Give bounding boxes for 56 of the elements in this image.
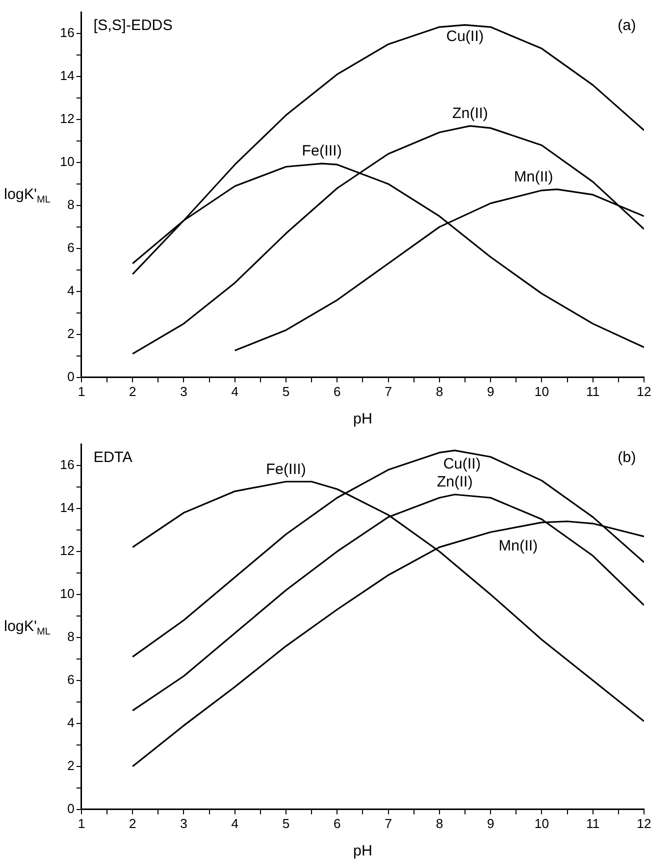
x-tick-label: 2 <box>128 384 136 399</box>
x-tick-label: 3 <box>180 816 188 831</box>
x-axis-title: pH <box>353 410 372 428</box>
series-label: Cu(II) <box>446 28 484 46</box>
chart-title: EDTA <box>93 449 132 466</box>
x-tick-label: 6 <box>334 384 341 399</box>
x-tick-label: 1 <box>78 384 86 399</box>
chart-title: [S,S]-EDDS <box>93 17 173 34</box>
series-label: Zn(II) <box>436 474 473 491</box>
x-tick-label: 5 <box>282 816 290 831</box>
x-tick-label: 9 <box>486 816 494 831</box>
series-label: Fe(III) <box>302 142 342 160</box>
x-tick-label: 4 <box>231 384 238 399</box>
y-tick-label: 4 <box>67 715 74 730</box>
x-tick-label: 7 <box>384 384 392 399</box>
x-tick-label: 6 <box>334 816 341 831</box>
x-tick-label: 3 <box>180 384 188 399</box>
x-axis-title: pH <box>353 842 372 860</box>
y-tick-label: 8 <box>67 629 74 644</box>
series-label: Fe(III) <box>266 460 306 478</box>
y-tick-label: 10 <box>60 154 74 170</box>
annotation: (b) <box>618 449 636 466</box>
y-tick-label: 2 <box>67 326 74 341</box>
y-tick-label: 8 <box>67 197 74 212</box>
x-tick-label: 1 <box>78 816 86 831</box>
x-tick-label: 8 <box>436 816 444 831</box>
y-tick-label: 14 <box>60 68 74 84</box>
series-label: Mn(II) <box>498 538 538 555</box>
x-tick-label: 7 <box>384 816 392 831</box>
x-tick-label: 11 <box>586 816 600 831</box>
x-tick-label: 10 <box>534 384 549 399</box>
y-tick-label: 16 <box>60 457 74 472</box>
y-tick-label: 12 <box>60 111 74 126</box>
x-tick-label: 2 <box>128 816 136 831</box>
y-tick-label: 4 <box>67 283 74 298</box>
y-tick-label: 0 <box>67 800 74 816</box>
y-tick-label: 14 <box>60 500 74 516</box>
y-tick-label: 6 <box>67 240 74 256</box>
x-tick-label: 8 <box>436 384 444 399</box>
annotation: (a) <box>618 17 636 34</box>
x-tick-label: 12 <box>636 816 652 831</box>
x-tick-label: 10 <box>534 816 549 831</box>
x-tick-label: 12 <box>636 384 652 399</box>
x-tick-label: 9 <box>486 384 494 399</box>
series-label: Zn(II) <box>452 105 488 122</box>
y-tick-label: 2 <box>67 758 74 773</box>
y-tick-label: 6 <box>67 672 74 688</box>
y-tick-label: 12 <box>60 543 74 558</box>
x-tick-label: 4 <box>231 816 238 831</box>
y-tick-label: 16 <box>60 25 74 40</box>
x-tick-label: 11 <box>586 384 600 399</box>
y-tick-label: 0 <box>67 368 74 384</box>
y-tick-label: 10 <box>60 586 74 602</box>
series-label: Mn(II) <box>514 168 554 186</box>
x-tick-label: 5 <box>282 384 290 399</box>
series-label: Cu(II) <box>443 456 481 473</box>
